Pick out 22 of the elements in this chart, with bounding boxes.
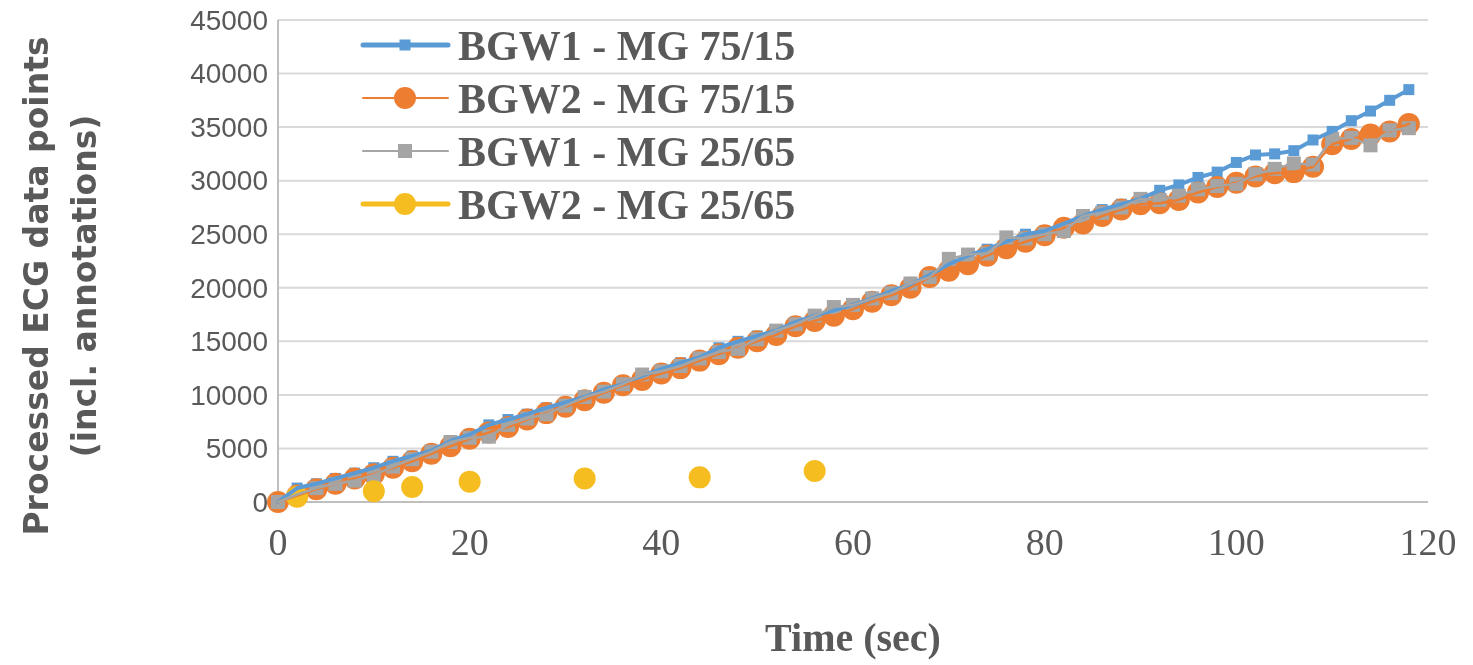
x-tick-label: 60 <box>834 521 872 564</box>
legend-label: BGW1 - MG 25/65 <box>458 128 796 175</box>
legend-label: BGW2 - MG 75/15 <box>458 75 796 122</box>
legend-label: BGW2 - MG 25/65 <box>458 181 796 228</box>
x-tick-label: 80 <box>1025 521 1064 564</box>
y-tick-label: 10000 <box>190 379 268 411</box>
x-tick-label: 120 <box>1399 521 1457 564</box>
y-axis-title: Processed ECG data points (incl. annotations) <box>17 36 104 536</box>
x-tick-label: 100 <box>1207 521 1265 564</box>
y-tick-label: 35000 <box>190 111 268 143</box>
x-tick-label: 20 <box>450 521 489 564</box>
x-axis-title: Time (sec) <box>765 615 941 660</box>
x-tick-label: 40 <box>642 521 681 564</box>
y-tick-label: 5000 <box>205 433 268 465</box>
y-tick-label: 25000 <box>190 219 268 251</box>
y-tick-label: 0 <box>252 486 268 518</box>
y-tick-label: 40000 <box>190 58 268 90</box>
y-tick-label: 15000 <box>190 326 268 358</box>
y-tick-label: 20000 <box>190 272 268 304</box>
legend-label: BGW1 - MG 75/15 <box>458 22 796 69</box>
y-tick-label: 30000 <box>190 165 268 197</box>
y-tick-label: 45000 <box>190 4 268 36</box>
